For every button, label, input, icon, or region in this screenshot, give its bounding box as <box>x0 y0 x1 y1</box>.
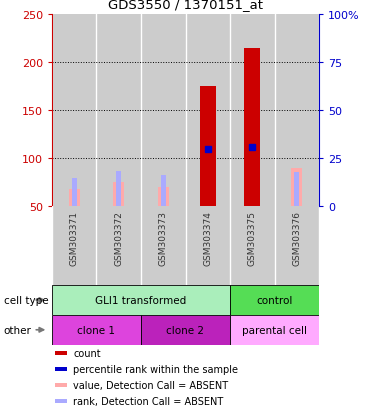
Bar <box>55 399 67 403</box>
Bar <box>52 315 141 345</box>
Bar <box>52 285 230 315</box>
Text: count: count <box>73 348 101 358</box>
Bar <box>158 188 169 207</box>
Bar <box>186 15 230 207</box>
Text: GSM303374: GSM303374 <box>203 211 212 266</box>
Bar <box>275 15 319 207</box>
Text: percentile rank within the sample: percentile rank within the sample <box>73 364 238 374</box>
Bar <box>141 315 230 345</box>
Bar <box>230 15 275 207</box>
Text: control: control <box>256 295 293 305</box>
Bar <box>244 48 260 207</box>
Text: GSM303372: GSM303372 <box>114 211 123 266</box>
Text: GSM303371: GSM303371 <box>70 211 79 266</box>
Title: GDS3550 / 1370151_at: GDS3550 / 1370151_at <box>108 0 263 11</box>
Text: clone 1: clone 1 <box>78 325 115 335</box>
Bar <box>55 367 67 371</box>
Text: cell type: cell type <box>4 295 48 305</box>
Bar <box>200 87 216 207</box>
Bar <box>230 285 319 315</box>
Bar <box>291 169 302 207</box>
Text: GSM303375: GSM303375 <box>248 211 257 266</box>
Text: clone 2: clone 2 <box>167 325 204 335</box>
Text: parental cell: parental cell <box>242 325 307 335</box>
Bar <box>230 315 319 345</box>
Bar <box>69 190 80 207</box>
Bar <box>96 15 141 207</box>
Bar <box>116 171 121 207</box>
Bar <box>55 383 67 387</box>
Bar <box>113 183 124 207</box>
Bar <box>161 175 166 207</box>
Text: rank, Detection Call = ABSENT: rank, Detection Call = ABSENT <box>73 396 224 406</box>
Bar <box>52 15 96 207</box>
Text: GSM303376: GSM303376 <box>292 211 301 266</box>
Bar <box>72 178 77 207</box>
Bar <box>55 351 67 355</box>
Text: GSM303373: GSM303373 <box>159 211 168 266</box>
Text: value, Detection Call = ABSENT: value, Detection Call = ABSENT <box>73 380 229 390</box>
Text: other: other <box>4 325 32 335</box>
Text: GLI1 transformed: GLI1 transformed <box>95 295 187 305</box>
Bar <box>141 15 186 207</box>
Bar <box>294 172 299 207</box>
